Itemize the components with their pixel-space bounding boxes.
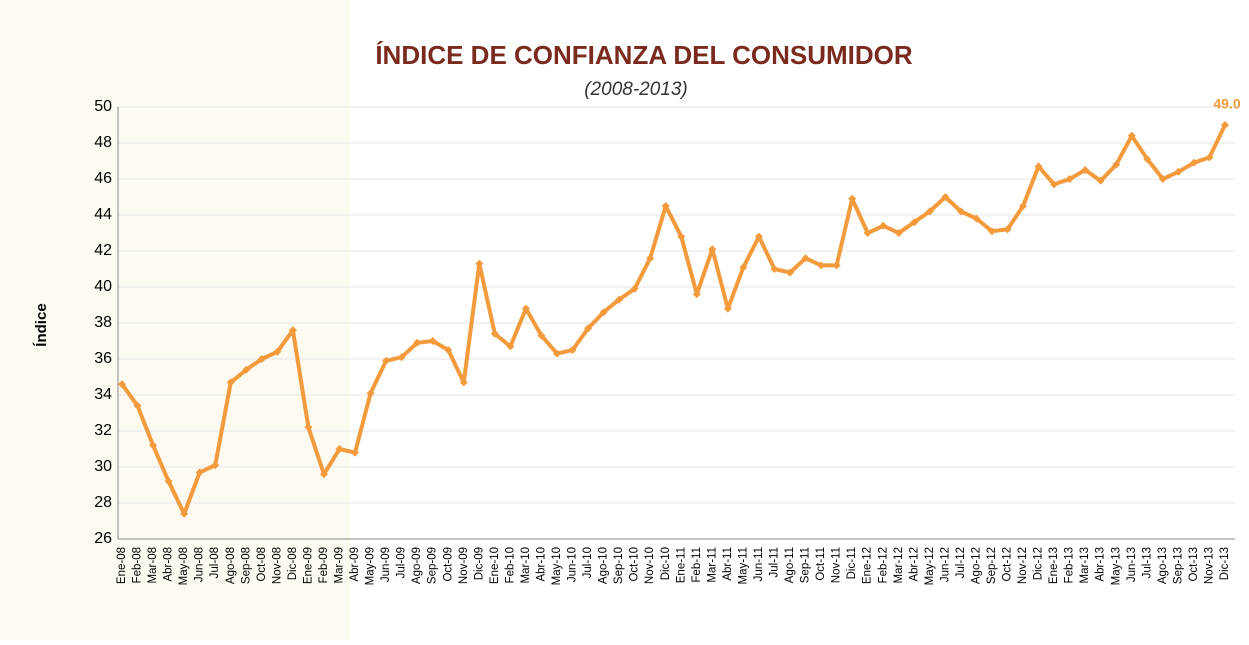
x-tick-label: May-09 <box>365 547 377 585</box>
y-tick-label: 32 <box>94 422 112 439</box>
chart-subtitle: (2008-2013) <box>584 79 688 100</box>
x-tick-label: Abr-08 <box>163 547 175 582</box>
background-decoration <box>0 0 350 640</box>
x-tick-label: Ene-11 <box>675 547 687 583</box>
x-tick-label: Feb-09 <box>318 547 330 583</box>
y-tick-label: 36 <box>94 350 112 367</box>
x-tick-label: Feb-12 <box>877 547 889 583</box>
x-tick-label: Jul-08 <box>209 547 221 578</box>
x-tick-label: May-10 <box>551 547 563 585</box>
x-tick-label: Dic-09 <box>473 547 485 580</box>
x-tick-label: Nov-09 <box>458 547 470 584</box>
x-tick-label: Abr-10 <box>535 547 547 582</box>
x-tick-label: Sep-09 <box>427 547 439 584</box>
x-tick-label: May-12 <box>924 547 936 585</box>
x-tick-label: Dic-10 <box>660 547 672 580</box>
chart: ÍNDICE DE CONFIANZA DEL CONSUMIDOR (2008… <box>0 0 1249 640</box>
y-axis-label: Índice <box>33 303 50 346</box>
x-tick-label: Ene-09 <box>302 547 314 584</box>
x-tick-label: Sep-08 <box>240 547 252 584</box>
x-tick-label: May-08 <box>178 547 190 585</box>
x-tick-label: Nov-11 <box>831 547 843 583</box>
x-tick-label: Dic-13 <box>1219 547 1231 580</box>
x-tick-label: Sep-13 <box>1172 547 1184 584</box>
x-tick-label: Abr-13 <box>1095 547 1107 582</box>
y-tick-label: 34 <box>94 386 112 403</box>
x-tick-label: Jun-12 <box>939 547 951 582</box>
x-tick-label: Abr-12 <box>908 547 920 582</box>
x-tick-label: Oct-11 <box>815 547 827 581</box>
x-tick-label: Oct-13 <box>1188 547 1200 582</box>
x-tick-label: Feb-11 <box>691 547 703 583</box>
x-tick-label: Nov-08 <box>271 547 283 584</box>
x-tick-label: Ago-11 <box>784 547 796 583</box>
data-point <box>351 449 359 457</box>
x-tick-label: Mar-11 <box>706 547 718 583</box>
x-tick-label: Oct-12 <box>1002 547 1014 582</box>
x-tick-label: Mar-13 <box>1079 547 1091 583</box>
x-tick-label: Jun-08 <box>194 547 206 582</box>
x-tick-label: Sep-11 <box>800 547 812 583</box>
x-tick-label: Jun-10 <box>567 547 579 582</box>
x-tick-label: Dic-08 <box>287 547 299 580</box>
x-tick-label: Sep-10 <box>613 547 625 584</box>
x-tick-label: Jun-13 <box>1126 547 1138 582</box>
x-tick-label: Mar-09 <box>334 547 346 583</box>
x-tick-label: Ene-08 <box>116 547 128 584</box>
y-tick-label: 50 <box>94 98 112 115</box>
x-tick-label: Mar-08 <box>147 547 159 583</box>
y-tick-label: 40 <box>94 278 112 295</box>
x-tick-label: Sep-12 <box>986 547 998 584</box>
x-tick-label: Dic-11 <box>846 547 858 579</box>
x-tick-label: Oct-09 <box>442 547 454 582</box>
x-tick-label: Jul-09 <box>396 547 408 578</box>
chart-title: ÍNDICE DE CONFIANZA DEL CONSUMIDOR <box>375 40 913 70</box>
x-tick-label: Ene-13 <box>1048 547 1060 584</box>
x-tick-label: Ago-10 <box>598 547 610 584</box>
x-tick-label: Ene-10 <box>489 547 501 584</box>
x-tick-label: Mar-10 <box>520 547 532 583</box>
x-tick-label: Ago-08 <box>225 547 237 584</box>
x-tick-label: Ago-12 <box>970 547 982 584</box>
y-tick-label: 26 <box>94 530 112 547</box>
x-tick-label: Oct-08 <box>256 547 268 582</box>
y-tick-label: 48 <box>94 134 112 151</box>
y-tick-label: 42 <box>94 242 112 259</box>
x-tick-label: Abr-11 <box>722 547 734 581</box>
x-tick-label: Nov-12 <box>1017 547 1029 584</box>
y-tick-label: 28 <box>94 494 112 511</box>
y-tick-label: 30 <box>94 458 112 475</box>
x-tick-label: Nov-10 <box>644 547 656 584</box>
y-tick-label: 38 <box>94 314 112 331</box>
data-point <box>475 260 483 268</box>
x-tick-label: Jun-11 <box>753 547 765 581</box>
y-tick-label: 44 <box>94 206 112 223</box>
x-tick-label: Ago-13 <box>1157 547 1169 584</box>
value-label: 49.0 <box>1213 96 1240 112</box>
x-tick-label: Dic-12 <box>1033 547 1045 580</box>
x-tick-label: Oct-10 <box>629 547 641 582</box>
x-tick-label: May-11 <box>737 547 749 585</box>
y-tick-label: 46 <box>94 170 112 187</box>
x-tick-label: Feb-10 <box>504 547 516 583</box>
x-tick-label: Jul-12 <box>955 547 967 578</box>
data-point <box>833 261 841 269</box>
x-tick-label: Feb-08 <box>132 547 144 583</box>
x-tick-label: Feb-13 <box>1064 547 1076 583</box>
x-tick-label: Ago-09 <box>411 547 423 584</box>
x-tick-label: May-13 <box>1110 547 1122 585</box>
x-tick-label: Jul-13 <box>1141 547 1153 578</box>
x-tick-label: Abr-09 <box>349 547 361 582</box>
x-tick-label: Jul-10 <box>582 547 594 578</box>
x-tick-label: Jul-11 <box>769 547 781 577</box>
x-tick-label: Mar-12 <box>893 547 905 583</box>
x-tick-label: Nov-13 <box>1203 547 1215 584</box>
x-tick-label: Jun-09 <box>380 547 392 582</box>
x-tick-label: Ene-12 <box>862 547 874 584</box>
